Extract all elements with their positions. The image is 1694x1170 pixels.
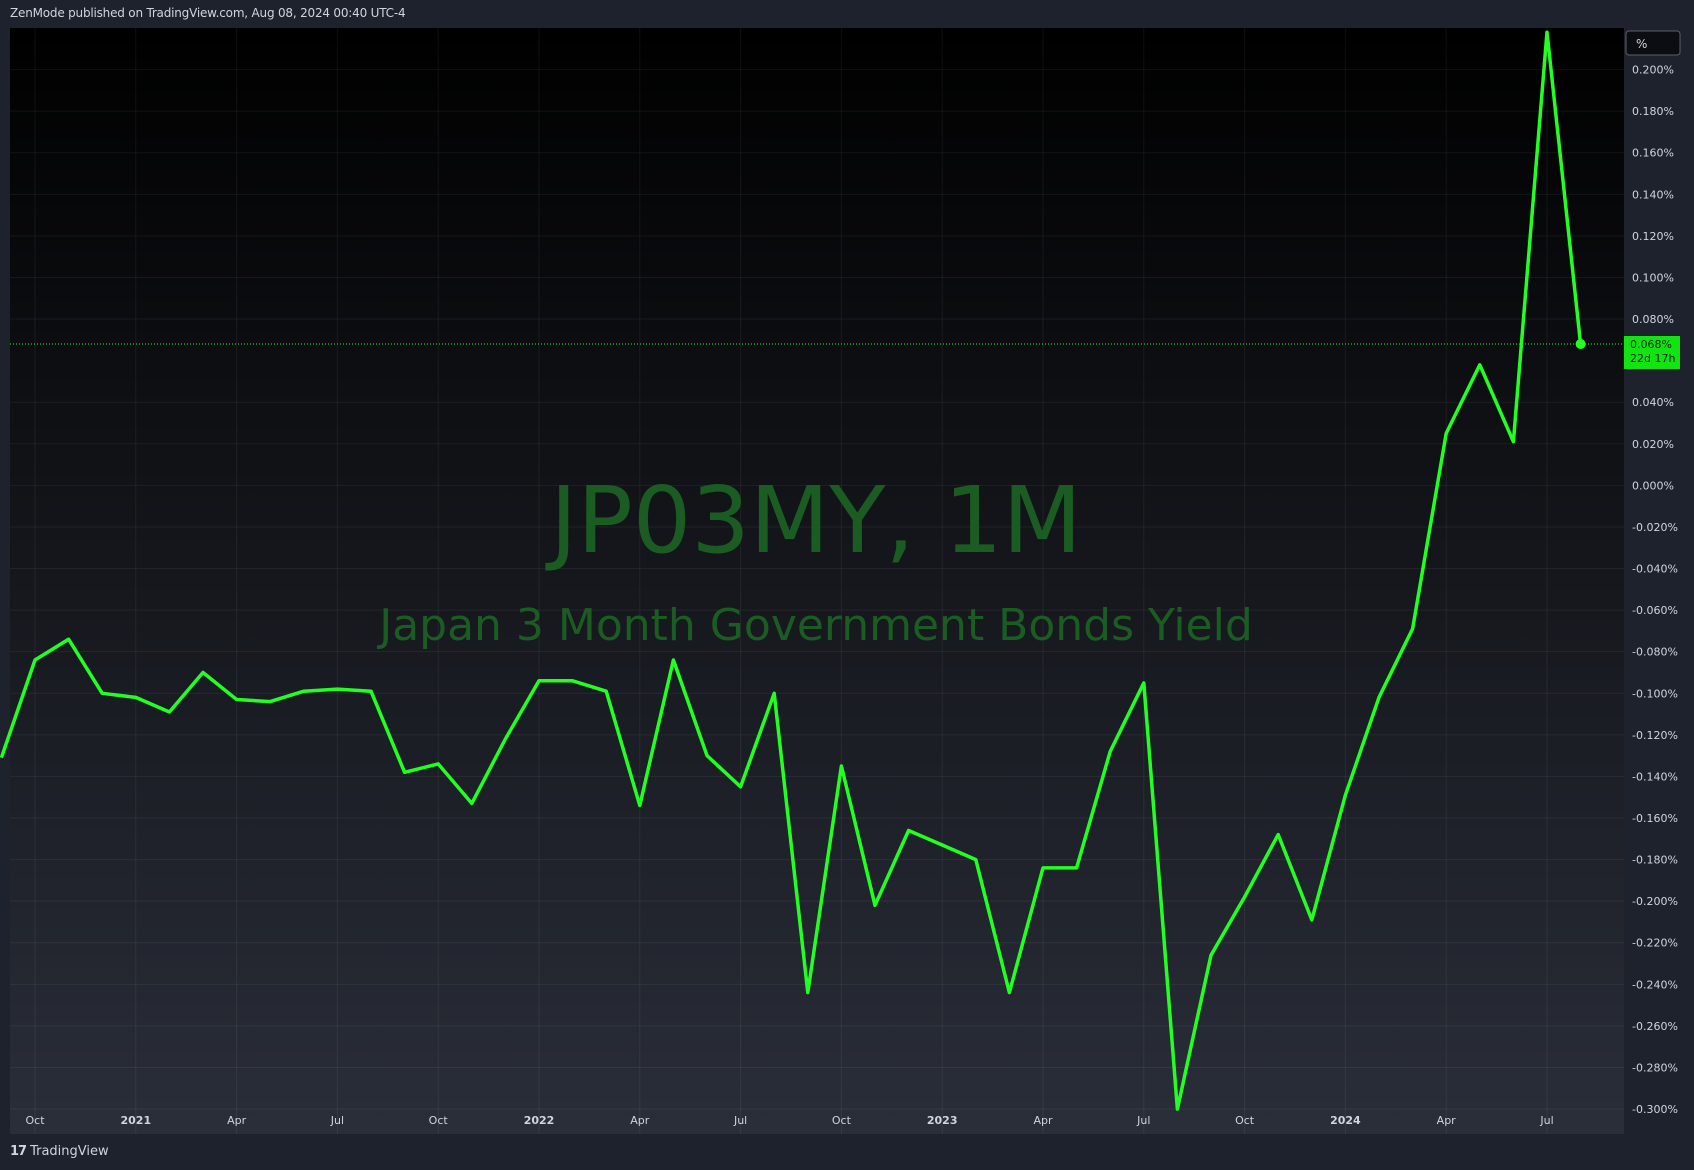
y-tick-label: -0.120% bbox=[1632, 729, 1678, 742]
x-tick-label: Apr bbox=[227, 1114, 247, 1127]
last-price-countdown: 22d 17h bbox=[1630, 352, 1675, 365]
x-axis[interactable]: Oct 2021 Apr Jul Oct 2022 Apr Jul Oct 2023 Apr Jul O… bbox=[25, 1114, 1553, 1127]
y-axis[interactable]: 0.200% 0.180% 0.160% 0.140% 0.120% 0.100% 0.08… bbox=[1632, 64, 1678, 1116]
y-tick-label: -0.060% bbox=[1632, 604, 1678, 617]
x-tick-label: 2022 bbox=[524, 1114, 555, 1127]
y-tick-label: -0.200% bbox=[1632, 895, 1678, 908]
y-tick-label: -0.280% bbox=[1632, 1061, 1678, 1074]
last-price-label: 0.068% 22d 17h bbox=[1624, 336, 1680, 369]
y-tick-label: 0.080% bbox=[1632, 313, 1674, 326]
x-tick-label: Apr bbox=[630, 1114, 650, 1127]
y-tick-label: -0.040% bbox=[1632, 563, 1678, 576]
x-tick-label: Jul bbox=[1136, 1114, 1150, 1127]
y-tick-label: -0.160% bbox=[1632, 812, 1678, 825]
x-tick-label: Jul bbox=[1539, 1114, 1553, 1127]
series-line[interactable] bbox=[0, 30, 1583, 1111]
x-tick-label: 2021 bbox=[120, 1114, 151, 1127]
y-tick-label: 0.020% bbox=[1632, 438, 1674, 451]
y-tick-label: -0.260% bbox=[1632, 1020, 1678, 1033]
x-tick-label: Jul bbox=[330, 1114, 344, 1127]
y-tick-label: 0.100% bbox=[1632, 271, 1674, 284]
y-tick-label: -0.300% bbox=[1632, 1103, 1678, 1116]
y-tick-label: 0.160% bbox=[1632, 147, 1674, 160]
x-tick-label: Oct bbox=[429, 1114, 449, 1127]
y-tick-label: -0.100% bbox=[1632, 687, 1678, 700]
tradingview-logo-icon[interactable]: 17 bbox=[10, 1144, 27, 1159]
watermark-symbol: JP03MY, 1M bbox=[545, 467, 1082, 574]
last-price-value: 0.068% bbox=[1630, 338, 1672, 351]
x-tick-label: 2023 bbox=[927, 1114, 958, 1127]
y-tick-label: 0.040% bbox=[1632, 396, 1674, 409]
x-tick-label: Jul bbox=[733, 1114, 747, 1127]
y-tick-label: -0.080% bbox=[1632, 646, 1678, 659]
watermark-description: Japan 3 Month Government Bonds Yield bbox=[376, 600, 1253, 651]
x-tick-label: Oct bbox=[25, 1114, 45, 1127]
y-tick-label: -0.180% bbox=[1632, 854, 1678, 867]
y-tick-label: 0.180% bbox=[1632, 105, 1674, 118]
y-tick-label: 0.140% bbox=[1632, 188, 1674, 201]
watermark: JP03MY, 1M Japan 3 Month Government Bond… bbox=[376, 467, 1253, 651]
x-tick-label: Oct bbox=[832, 1114, 852, 1127]
x-tick-label: 2024 bbox=[1330, 1114, 1361, 1127]
scale-button-label: % bbox=[1636, 37, 1647, 51]
x-tick-label: Apr bbox=[1033, 1114, 1053, 1127]
last-point-marker bbox=[1575, 339, 1586, 349]
published-header: ZenMode published on TradingView.com, Au… bbox=[10, 6, 406, 20]
y-tick-label: -0.240% bbox=[1632, 978, 1678, 991]
x-tick-label: Oct bbox=[1235, 1114, 1255, 1127]
grid bbox=[10, 28, 1624, 1134]
footer: 17 TradingView bbox=[10, 1144, 109, 1159]
x-tick-label: Apr bbox=[1437, 1114, 1457, 1127]
footer-brand[interactable]: TradingView bbox=[30, 1144, 109, 1159]
y-tick-label: 0.120% bbox=[1632, 230, 1674, 243]
y-tick-label: 0.200% bbox=[1632, 64, 1674, 77]
scale-button[interactable]: % bbox=[1625, 30, 1681, 56]
plot-background bbox=[10, 28, 1624, 1134]
y-tick-label: 0.000% bbox=[1632, 479, 1674, 492]
y-tick-label: -0.220% bbox=[1632, 937, 1678, 950]
y-tick-label: -0.020% bbox=[1632, 521, 1678, 534]
y-tick-label: -0.140% bbox=[1632, 770, 1678, 783]
